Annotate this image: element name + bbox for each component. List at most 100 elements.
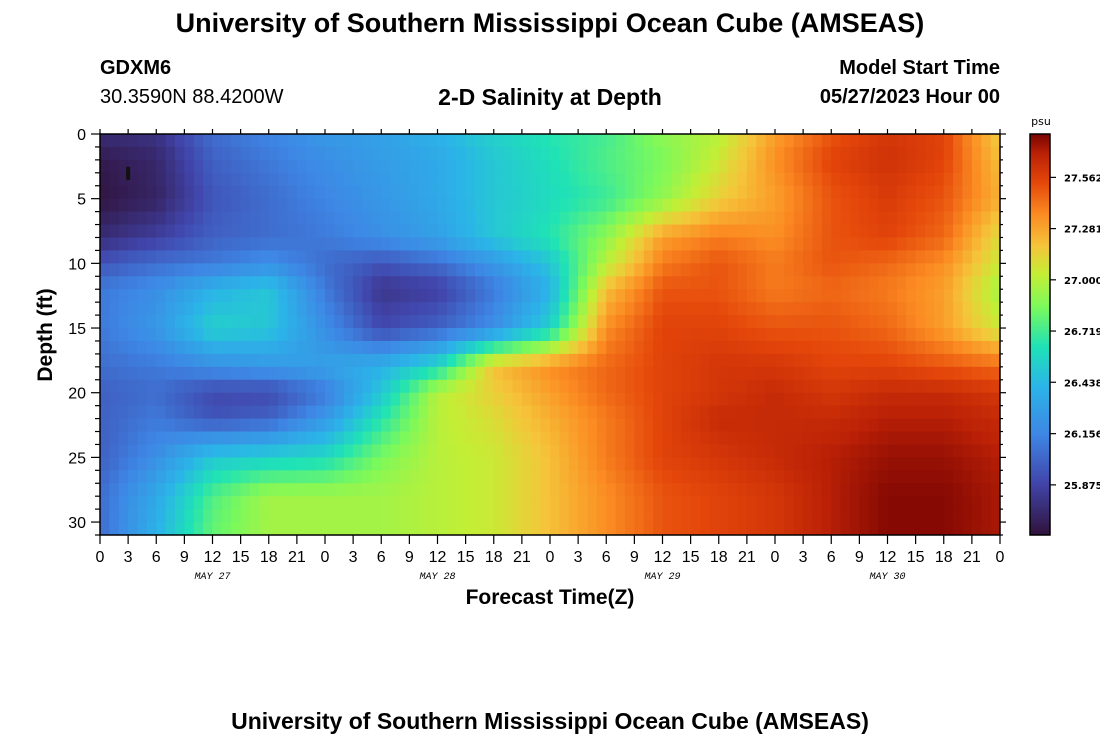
- heatmap-cell: [400, 470, 410, 484]
- heatmap-cell: [146, 302, 157, 316]
- heatmap-cell: [287, 134, 298, 148]
- heatmap-cell: [306, 289, 317, 303]
- heatmap-cell: [146, 237, 157, 252]
- heatmap-cell: [746, 353, 757, 368]
- heatmap-cell: [990, 211, 1000, 226]
- heatmap-cell: [456, 328, 467, 342]
- heatmap-cell: [531, 302, 542, 316]
- heatmap-cell: [146, 366, 157, 381]
- heatmap-cell: [925, 146, 935, 161]
- heatmap-cell: [709, 146, 720, 161]
- heatmap-cell: [287, 405, 298, 420]
- heatmap-cell: [793, 263, 804, 277]
- heatmap-cell: [906, 405, 917, 420]
- heatmap-cell: [756, 392, 767, 407]
- x-tick-label: 0: [546, 549, 555, 566]
- heatmap-cell: [503, 289, 514, 303]
- model-start-value: 05/27/2023 Hour 00: [819, 86, 1000, 108]
- x-tick-label: 18: [260, 549, 278, 566]
- heatmap-cell: [315, 444, 326, 458]
- heatmap-cell: [193, 237, 204, 252]
- heatmap-cell: [315, 431, 326, 446]
- heatmap-cell: [915, 276, 926, 290]
- heatmap-cell: [812, 353, 823, 368]
- heatmap-cell: [428, 315, 439, 329]
- colorbar-tick-label: 26.438: [1064, 378, 1100, 389]
- heatmap-cell: [268, 185, 279, 200]
- heatmap-cell: [521, 496, 532, 510]
- heatmap-cell: [990, 418, 1000, 433]
- heatmap-cell: [175, 315, 185, 329]
- heatmap-cell: [775, 379, 785, 394]
- heatmap-cell: [718, 328, 729, 342]
- heatmap-cell: [887, 263, 898, 277]
- heatmap-cell: [540, 366, 551, 381]
- heatmap-cell: [418, 431, 429, 446]
- heatmap-cell: [587, 276, 598, 290]
- heatmap-cell: [259, 444, 270, 458]
- heatmap-cell: [175, 172, 185, 187]
- heatmap-cell: [118, 353, 129, 368]
- heatmap-cell: [156, 172, 167, 187]
- heatmap-cell: [765, 483, 776, 497]
- heatmap-cell: [231, 431, 242, 446]
- heatmap-cell: [990, 444, 1000, 458]
- heatmap-cell: [371, 250, 382, 264]
- heatmap-cell: [887, 276, 898, 290]
- heatmap-cell: [371, 522, 382, 535]
- heatmap-cell: [681, 315, 692, 329]
- heatmap-cell: [653, 418, 664, 433]
- heatmap-cell: [381, 328, 392, 342]
- heatmap-cell: [559, 172, 570, 187]
- heatmap-cell: [118, 444, 129, 458]
- heatmap-cell: [690, 211, 701, 226]
- heatmap-cell: [100, 457, 110, 471]
- heatmap-cell: [784, 431, 795, 446]
- heatmap-cell: [371, 418, 382, 433]
- heatmap-cell: [812, 185, 823, 200]
- heatmap-cell: [953, 444, 964, 458]
- heatmap-cell: [231, 315, 242, 329]
- heatmap-cell: [803, 418, 814, 433]
- heatmap-cell: [821, 457, 832, 471]
- heatmap-cell: [465, 392, 476, 407]
- heatmap-cell: [475, 366, 485, 381]
- heatmap-cell: [746, 224, 757, 239]
- heatmap-cell: [690, 444, 701, 458]
- heatmap-cell: [184, 340, 195, 355]
- x-tick-label: 18: [710, 549, 728, 566]
- heatmap-cell: [606, 198, 617, 213]
- heatmap-cell: [409, 237, 420, 252]
- heatmap-cell: [250, 483, 260, 497]
- heatmap-cell: [709, 483, 720, 497]
- heatmap-cell: [296, 379, 307, 394]
- heatmap-cell: [503, 211, 514, 226]
- heatmap-cell: [653, 263, 664, 277]
- heatmap-cell: [456, 496, 467, 510]
- heatmap-cell: [653, 366, 664, 381]
- heatmap-cell: [371, 302, 382, 316]
- heatmap-cell: [868, 315, 879, 329]
- heatmap-cell: [925, 392, 935, 407]
- heatmap-cell: [268, 379, 279, 394]
- heatmap-cell: [315, 522, 326, 535]
- heatmap-cell: [437, 315, 448, 329]
- heatmap-cell: [596, 353, 607, 368]
- heatmap-cell: [878, 444, 889, 458]
- heatmap-cell: [409, 302, 420, 316]
- heatmap-cell: [559, 509, 570, 523]
- heatmap-cell: [446, 250, 457, 264]
- heatmap-cell: [718, 522, 729, 535]
- heatmap-cell: [746, 431, 757, 446]
- heatmap-cell: [268, 250, 279, 264]
- heatmap-cell: [906, 340, 917, 355]
- heatmap-cell: [943, 522, 954, 535]
- heatmap-cell: [475, 353, 485, 368]
- heatmap-cell: [953, 457, 964, 471]
- heatmap-cell: [962, 353, 973, 368]
- heatmap-cell: [428, 457, 439, 471]
- heatmap-cell: [100, 134, 110, 148]
- heatmap-cell: [306, 431, 317, 446]
- station-marker: [126, 166, 131, 180]
- heatmap-cell: [765, 159, 776, 174]
